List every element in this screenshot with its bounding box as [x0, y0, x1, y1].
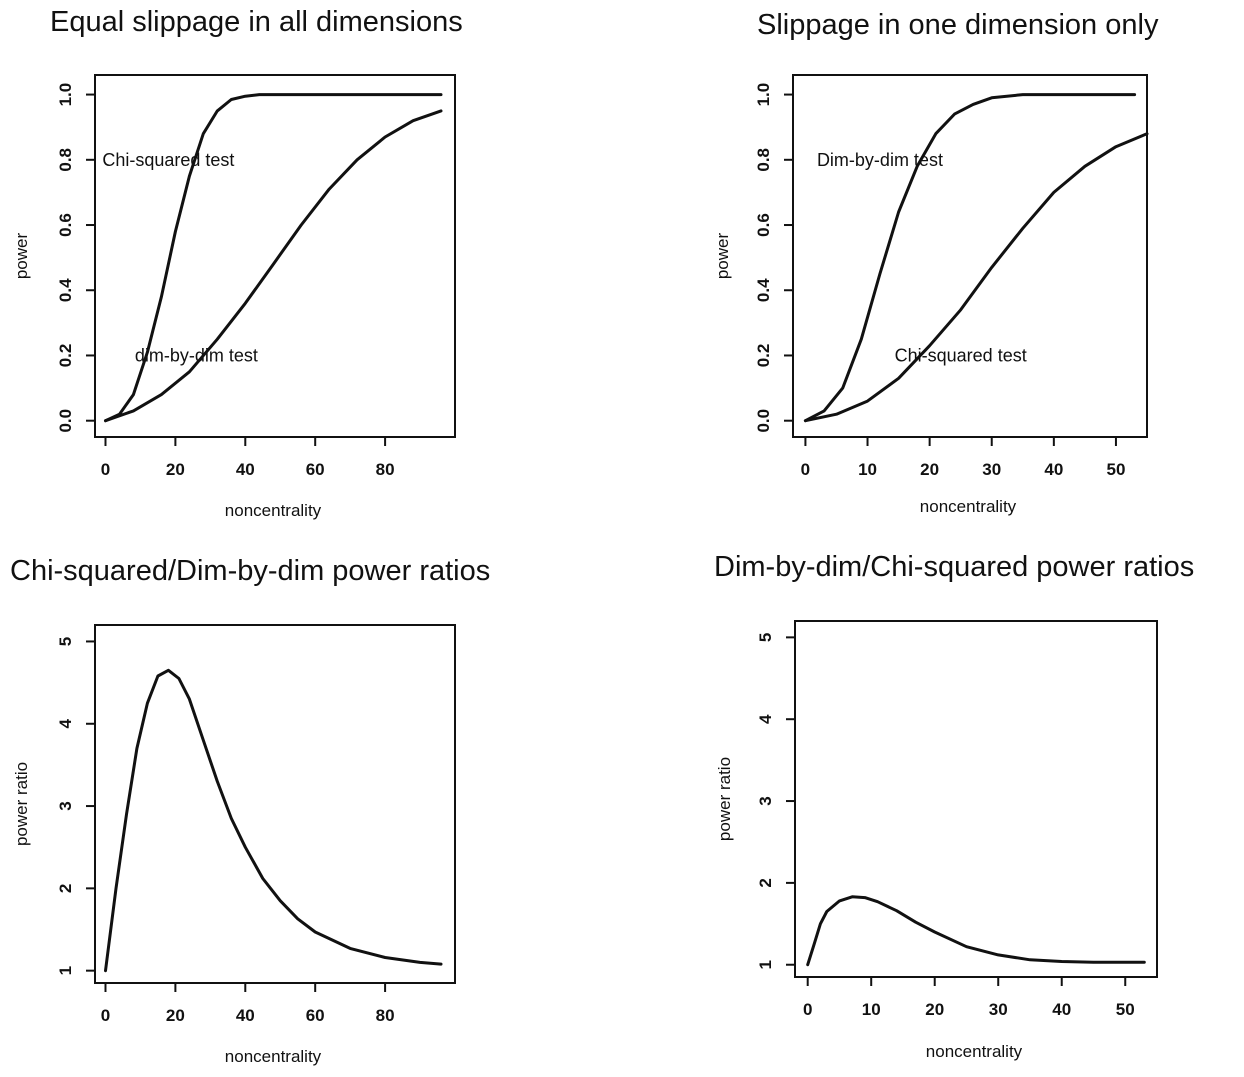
x-tick-label: 80	[376, 1006, 395, 1025]
x-tick-label: 10	[858, 460, 877, 479]
y-tick-label: 0.2	[56, 344, 75, 368]
x-tick-label: 0	[801, 460, 810, 479]
series-line-1	[104, 668, 443, 973]
y-tick-label: 0.4	[754, 278, 773, 302]
y-tick-label: 1.0	[754, 83, 773, 107]
x-tick-label: 40	[1052, 1000, 1071, 1019]
x-axis-label: noncentrality	[926, 1042, 1023, 1061]
x-tick-label: 20	[166, 1006, 185, 1025]
y-tick-label: 0.8	[56, 148, 75, 172]
y-tick-label: 0.0	[56, 409, 75, 433]
chart-panel-2: Slippage in one dimension only 0 10 20 30 40 5…	[713, 9, 1159, 516]
y-tick-label: 1.0	[56, 83, 75, 107]
chart-title: Chi-squared/Dim-by-dim power ratios	[10, 555, 490, 587]
x-axis-label: noncentrality	[225, 501, 322, 520]
x-tick-label: 50	[1106, 460, 1125, 479]
x-tick-label: 80	[376, 460, 395, 479]
x-tick-label: 0	[101, 460, 110, 479]
x-tick-label: 20	[166, 460, 185, 479]
y-tick-label: 5	[756, 633, 775, 642]
x-tick-label: 20	[925, 1000, 944, 1019]
y-tick-label: 2	[56, 884, 75, 893]
x-tick-label: 60	[306, 460, 325, 479]
y-tick-label: 0.6	[754, 213, 773, 237]
y-axis-label: power	[12, 233, 31, 280]
chart-panel-3: Chi-squared/Dim-by-dim power ratios 0 20 40…	[10, 555, 490, 1066]
plot-frame	[792, 74, 1148, 438]
plot-frame	[94, 74, 456, 438]
x-tick-label: 0	[101, 1006, 110, 1025]
x-tick-label: 30	[982, 460, 1001, 479]
y-tick-label: 1	[756, 960, 775, 969]
x-tick-label: 0	[803, 1000, 812, 1019]
chart-title: Dim-by-dim/Chi-squared power ratios	[714, 551, 1194, 583]
x-axis-label: noncentrality	[920, 497, 1017, 516]
series-line-1	[806, 895, 1146, 967]
chart-panel-1: Equal slippage in all dimensions 0 20 40 60 8…	[12, 6, 463, 520]
x-tick-label: 20	[920, 460, 939, 479]
y-tick-label: 2	[756, 878, 775, 887]
y-tick-label: 4	[56, 718, 75, 728]
y-tick-label: 0.2	[754, 344, 773, 368]
y-axis-label: power	[713, 233, 732, 280]
series-line-1	[104, 93, 443, 423]
series-line-2	[803, 132, 1149, 423]
curve-annotation: Chi-squared test	[895, 345, 1027, 365]
x-tick-label: 60	[306, 1006, 325, 1025]
curve-annotation: dim-by-dim test	[135, 345, 258, 365]
x-tick-label: 40	[236, 460, 255, 479]
y-tick-label: 3	[56, 801, 75, 810]
series-line-1	[803, 93, 1137, 423]
x-tick-label: 50	[1116, 1000, 1135, 1019]
x-tick-label: 10	[862, 1000, 881, 1019]
curve-annotation: Chi-squared test	[102, 150, 234, 170]
y-tick-label: 4	[756, 714, 775, 724]
plot-frame	[794, 620, 1158, 978]
x-tick-label: 40	[1044, 460, 1063, 479]
y-tick-label: 3	[756, 796, 775, 805]
y-tick-label: 5	[56, 637, 75, 646]
x-tick-label: 30	[989, 1000, 1008, 1019]
series-line-2	[104, 109, 443, 423]
chart-title: Equal slippage in all dimensions	[50, 6, 463, 38]
x-axis-label: noncentrality	[225, 1047, 322, 1066]
y-tick-label: 0.0	[754, 409, 773, 433]
y-axis-label: power ratio	[715, 757, 734, 841]
x-tick-label: 40	[236, 1006, 255, 1025]
y-tick-label: 0.4	[56, 278, 75, 302]
y-tick-label: 0.8	[754, 148, 773, 172]
y-tick-label: 1	[56, 966, 75, 975]
y-tick-label: 0.6	[56, 213, 75, 237]
plot-frame	[94, 624, 456, 984]
chart-title: Slippage in one dimension only	[757, 9, 1159, 41]
curve-annotation: Dim-by-dim test	[817, 150, 943, 170]
chart-panel-4: Dim-by-dim/Chi-squared power ratios 0 10 20…	[714, 551, 1194, 1061]
y-axis-label: power ratio	[12, 762, 31, 846]
